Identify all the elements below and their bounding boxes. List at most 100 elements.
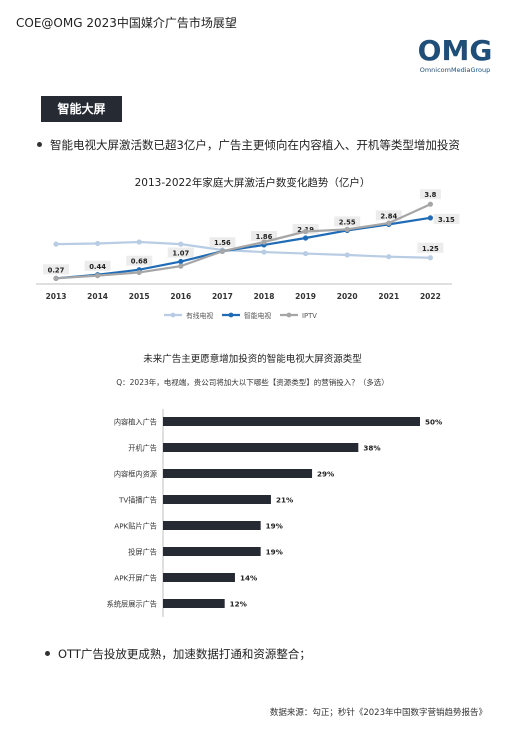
bar — [163, 599, 225, 608]
x-tick-label: 2015 — [129, 292, 150, 301]
data-point — [427, 215, 433, 221]
x-tick-label: 2021 — [378, 292, 399, 301]
data-point — [303, 235, 309, 241]
data-label-bg — [419, 189, 441, 200]
bar-value-label: 14% — [240, 574, 257, 583]
data-point — [53, 241, 59, 247]
logo-subtext: OmnicomMediaGroup — [420, 66, 491, 74]
data-label: 0.68 — [131, 258, 148, 266]
category-label: TV插播广告 — [118, 496, 157, 505]
legend-label: IPTV — [302, 312, 317, 320]
data-label: 1.86 — [256, 233, 273, 241]
bar — [163, 521, 261, 530]
data-point — [261, 249, 267, 255]
bar — [163, 469, 313, 478]
bullet-text: OTT广告投放更成熟，加速数据打通和资源整合； — [58, 647, 311, 661]
data-label: 3.8 — [424, 191, 436, 199]
series-line-智能电视 — [55, 216, 431, 280]
bar — [163, 495, 271, 504]
category-label: 系统层展示广告 — [107, 600, 157, 609]
data-point — [427, 255, 433, 261]
data-label: 3.15 — [438, 216, 455, 224]
data-label: 0.44 — [89, 263, 106, 271]
x-tick-label: 2022 — [420, 292, 441, 301]
data-label: 1.07 — [172, 250, 189, 258]
x-tick-label: 2013 — [46, 292, 67, 301]
bar-value-label: 19% — [266, 548, 283, 557]
bar-value-label: 50% — [425, 418, 442, 427]
bar-value-label: 21% — [276, 496, 293, 505]
data-point — [386, 254, 392, 260]
x-tick-label: 2014 — [87, 292, 108, 301]
bullet-item: 智能电视大屏激活数已超3亿户，广告主更倾向在内容植入、开机等类型增加投资 — [37, 137, 460, 153]
legend-swatch-dot — [286, 312, 292, 318]
data-label: 1.56 — [214, 239, 231, 247]
bar — [163, 573, 235, 582]
category-label: 投屏广告 — [128, 548, 157, 557]
x-tick-label: 2016 — [170, 292, 191, 301]
bar-value-label: 12% — [230, 600, 247, 609]
data-label-bg — [84, 260, 111, 271]
data-point — [136, 239, 142, 245]
category-label: APK贴片广告 — [114, 522, 157, 531]
bar-chart-question: Q：2023年，电视端，贵公司将加大以下哪些【资源类型】的营销投入？（多选） — [116, 378, 389, 387]
x-tick-label: 2020 — [337, 292, 358, 301]
bar — [163, 547, 261, 556]
bar-chart-title: 未来广告主更愿意增加投资的智能电视大屏资源类型 — [143, 354, 362, 365]
bullet-dot-icon — [37, 142, 42, 147]
data-point — [53, 275, 59, 281]
line-chart: 2013 2014 2015 2016 2017 2018 2019 2020 2021 2022… — [36, 189, 460, 320]
bar-value-label: 19% — [266, 522, 283, 531]
data-point — [261, 239, 267, 245]
category-label: APK开屏广告 — [114, 574, 157, 583]
data-label-bg — [209, 237, 236, 248]
legend-swatch-dot — [170, 312, 176, 318]
data-label-bg — [167, 247, 194, 258]
data-point — [178, 263, 184, 269]
data-point — [344, 252, 350, 258]
data-label-bg — [126, 255, 153, 266]
category-label: 内容框内资源 — [114, 470, 157, 479]
x-tick-label: 2018 — [254, 292, 275, 301]
bar — [163, 417, 420, 426]
legend-swatch-dot — [228, 312, 234, 318]
data-label-bg — [417, 242, 444, 253]
line-chart-title: 2013-2022年家庭大屏激活户数变化趋势（亿户） — [134, 177, 371, 189]
data-label-bg — [334, 216, 361, 227]
bullet-item: OTT广告投放更成熟，加速数据打通和资源整合； — [45, 646, 311, 662]
data-point — [427, 201, 433, 207]
data-point — [344, 226, 350, 232]
omg-logo: OMG OmnicomMediaGroup — [418, 34, 493, 74]
data-point — [386, 220, 392, 226]
category-label: 开机广告 — [128, 444, 157, 453]
data-point — [136, 269, 142, 276]
data-point — [95, 273, 101, 279]
x-tick-label: 2017 — [212, 292, 233, 301]
section-tag: 智能大屏 — [41, 96, 122, 122]
data-point — [303, 250, 309, 257]
legend-label: 有线电视 — [186, 311, 213, 320]
data-point — [178, 241, 184, 247]
data-point — [219, 248, 225, 254]
data-label-bg — [433, 213, 460, 224]
data-source-note: 数据来源：勾正；秒针《2023年中国数字营销趋势报告》 — [269, 708, 487, 718]
bar — [163, 443, 359, 452]
data-label: 2.84 — [380, 212, 397, 220]
data-label-bg — [375, 210, 402, 221]
data-point — [303, 228, 309, 235]
bar-value-label: 38% — [363, 444, 380, 453]
series-line-IPTV — [55, 203, 431, 280]
data-label: 0.27 — [48, 266, 65, 274]
bar-value-label: 29% — [317, 470, 334, 479]
data-point — [95, 240, 101, 247]
legend-label: 智能电视 — [244, 311, 271, 320]
x-tick-label: 2019 — [295, 292, 316, 301]
bullet-dot-icon — [45, 651, 50, 656]
category-label: 内容植入广告 — [114, 418, 157, 427]
data-label: 1.25 — [422, 245, 439, 253]
bullet-text: 智能电视大屏激活数已超3亿户，广告主更倾向在内容植入、开机等类型增加投资 — [50, 138, 460, 152]
series-line-有线电视 — [55, 240, 431, 259]
page-header-title: COE@OMG 2023中国媒介广告市场展望 — [16, 16, 237, 30]
data-label-bg — [43, 264, 69, 275]
data-label-bg — [251, 230, 277, 241]
